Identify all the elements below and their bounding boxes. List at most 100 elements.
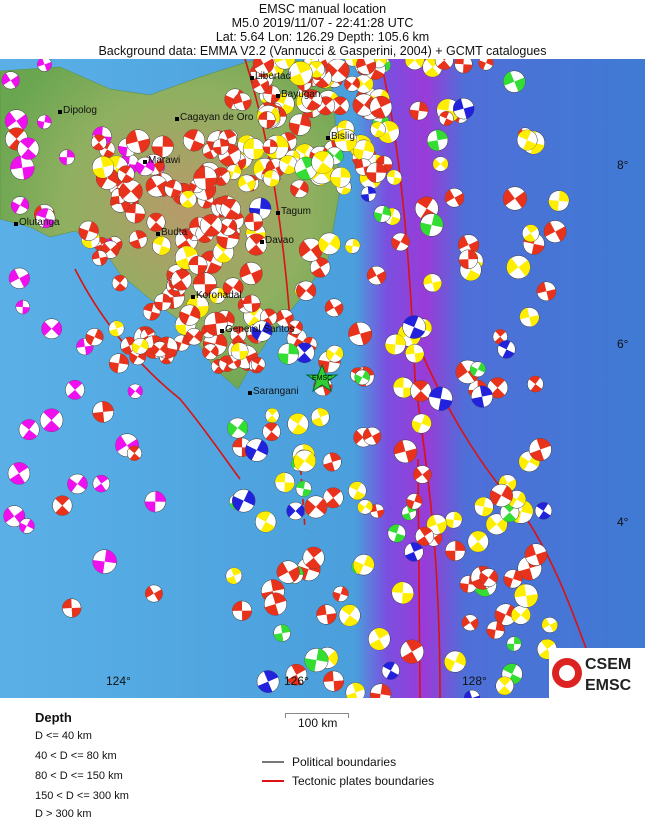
focal-mechanism[interactable] xyxy=(289,446,320,477)
focal-mechanism[interactable] xyxy=(4,458,34,488)
focal-mechanism[interactable] xyxy=(458,249,479,270)
focal-mechanism[interactable] xyxy=(495,337,519,361)
focal-mechanism[interactable] xyxy=(491,600,520,629)
focal-mechanism[interactable] xyxy=(229,486,259,516)
focal-mechanism[interactable] xyxy=(459,611,482,634)
focal-mechanism[interactable] xyxy=(518,306,541,329)
focal-mechanism[interactable] xyxy=(410,462,435,487)
focal-mechanism[interactable] xyxy=(132,154,158,180)
focal-mechanism[interactable] xyxy=(409,100,430,121)
focal-mechanism[interactable] xyxy=(401,59,428,74)
focal-mechanism[interactable] xyxy=(230,342,249,361)
focal-mechanism[interactable] xyxy=(451,96,477,122)
focal-mechanism[interactable] xyxy=(274,472,295,493)
focal-mechanism[interactable] xyxy=(492,673,518,698)
focal-mechanism[interactable] xyxy=(372,204,392,224)
focal-mechanism[interactable] xyxy=(282,661,310,689)
focal-mechanism[interactable] xyxy=(248,317,275,344)
focal-mechanism[interactable] xyxy=(262,405,282,425)
focal-mechanism[interactable] xyxy=(476,59,495,73)
focal-mechanism[interactable] xyxy=(323,670,345,692)
focal-mechanism[interactable] xyxy=(422,272,444,294)
focal-mechanism[interactable] xyxy=(162,178,184,200)
focal-mechanism[interactable] xyxy=(5,264,33,292)
focal-mechanism[interactable] xyxy=(404,343,425,364)
focal-mechanism[interactable] xyxy=(507,602,534,629)
focal-mechanism[interactable] xyxy=(125,203,146,224)
focal-mechanism[interactable] xyxy=(176,187,200,211)
focal-mechanism[interactable] xyxy=(150,234,173,257)
focal-mechanism[interactable] xyxy=(17,516,37,536)
focal-mechanism[interactable] xyxy=(273,306,297,330)
focal-mechanism[interactable] xyxy=(513,582,540,609)
focal-mechanism[interactable] xyxy=(360,186,377,202)
focal-mechanism[interactable] xyxy=(180,126,208,154)
focal-mechanism[interactable] xyxy=(244,212,264,232)
focal-mechanism[interactable] xyxy=(232,600,253,621)
focal-mechanism[interactable] xyxy=(91,249,109,267)
focal-mechanism[interactable] xyxy=(277,343,300,365)
focal-mechanism[interactable] xyxy=(8,193,32,217)
focal-mechanism[interactable] xyxy=(92,400,115,423)
focal-mechanism[interactable] xyxy=(300,491,332,523)
focal-mechanism[interactable] xyxy=(322,295,347,320)
focal-mechanism[interactable] xyxy=(108,352,130,374)
focal-mechanism[interactable] xyxy=(346,319,375,348)
focal-mechanism[interactable] xyxy=(341,73,363,95)
focal-mechanism[interactable] xyxy=(427,385,455,413)
focal-mechanism[interactable] xyxy=(199,341,221,363)
focal-mechanism[interactable] xyxy=(37,315,65,343)
focal-mechanism[interactable] xyxy=(15,415,44,444)
focal-mechanism[interactable] xyxy=(444,511,463,529)
focal-mechanism[interactable] xyxy=(524,373,547,396)
focal-mechanism[interactable] xyxy=(144,490,166,513)
focal-mechanism[interactable] xyxy=(90,472,114,496)
focal-mechanism[interactable] xyxy=(519,221,543,245)
focal-mechanism[interactable] xyxy=(319,484,347,512)
focal-mechanism[interactable] xyxy=(35,404,67,436)
focal-mechanism[interactable] xyxy=(501,567,524,590)
focal-mechanism[interactable] xyxy=(285,59,316,89)
focal-mechanism[interactable] xyxy=(58,149,75,166)
focal-mechanism[interactable] xyxy=(15,299,31,315)
focal-mechanism[interactable] xyxy=(490,326,511,347)
focal-mechanism[interactable] xyxy=(283,409,312,438)
focal-mechanism[interactable] xyxy=(88,132,110,154)
focal-mechanism[interactable] xyxy=(469,384,494,409)
focal-mechanism[interactable] xyxy=(196,210,227,241)
focal-mechanism[interactable] xyxy=(354,59,379,77)
focal-mechanism[interactable] xyxy=(127,228,150,251)
focal-mechanism[interactable] xyxy=(83,326,106,349)
focal-mechanism[interactable] xyxy=(0,68,23,92)
focal-mechanism[interactable] xyxy=(333,128,358,153)
focal-mechanism[interactable] xyxy=(193,166,218,191)
focal-mechanism[interactable] xyxy=(242,138,265,160)
focal-mechanism[interactable] xyxy=(242,294,261,313)
focal-mechanism[interactable] xyxy=(261,168,281,188)
focal-mechanism[interactable] xyxy=(345,479,369,503)
focal-mechanism[interactable] xyxy=(62,598,82,618)
focal-mechanism[interactable] xyxy=(386,522,408,544)
focal-mechanism[interactable] xyxy=(249,355,268,374)
focal-mechanism[interactable] xyxy=(13,133,44,164)
focal-mechanism[interactable] xyxy=(323,342,346,365)
focal-mechanism[interactable] xyxy=(384,333,406,355)
focal-mechanism[interactable] xyxy=(498,182,531,215)
focal-mechanism[interactable] xyxy=(262,139,278,155)
focal-mechanism[interactable] xyxy=(364,624,394,654)
focal-mechanism[interactable] xyxy=(396,636,428,668)
focal-mechanism[interactable] xyxy=(409,411,434,436)
focal-mechanism[interactable] xyxy=(212,138,229,155)
focal-mechanism[interactable] xyxy=(473,496,495,518)
focal-mechanism[interactable] xyxy=(441,647,469,675)
focal-mechanism[interactable] xyxy=(502,251,535,284)
focal-mechanism[interactable] xyxy=(463,527,492,556)
focal-mechanism[interactable] xyxy=(309,406,332,429)
focal-mechanism[interactable] xyxy=(307,254,334,281)
focal-mechanism[interactable] xyxy=(249,73,272,96)
focal-mechanism[interactable] xyxy=(482,509,512,539)
focal-mechanism[interactable] xyxy=(369,503,386,520)
focal-mechanism[interactable] xyxy=(391,437,419,465)
focal-mechanism[interactable] xyxy=(182,325,206,349)
focal-mechanism[interactable] xyxy=(406,376,436,406)
